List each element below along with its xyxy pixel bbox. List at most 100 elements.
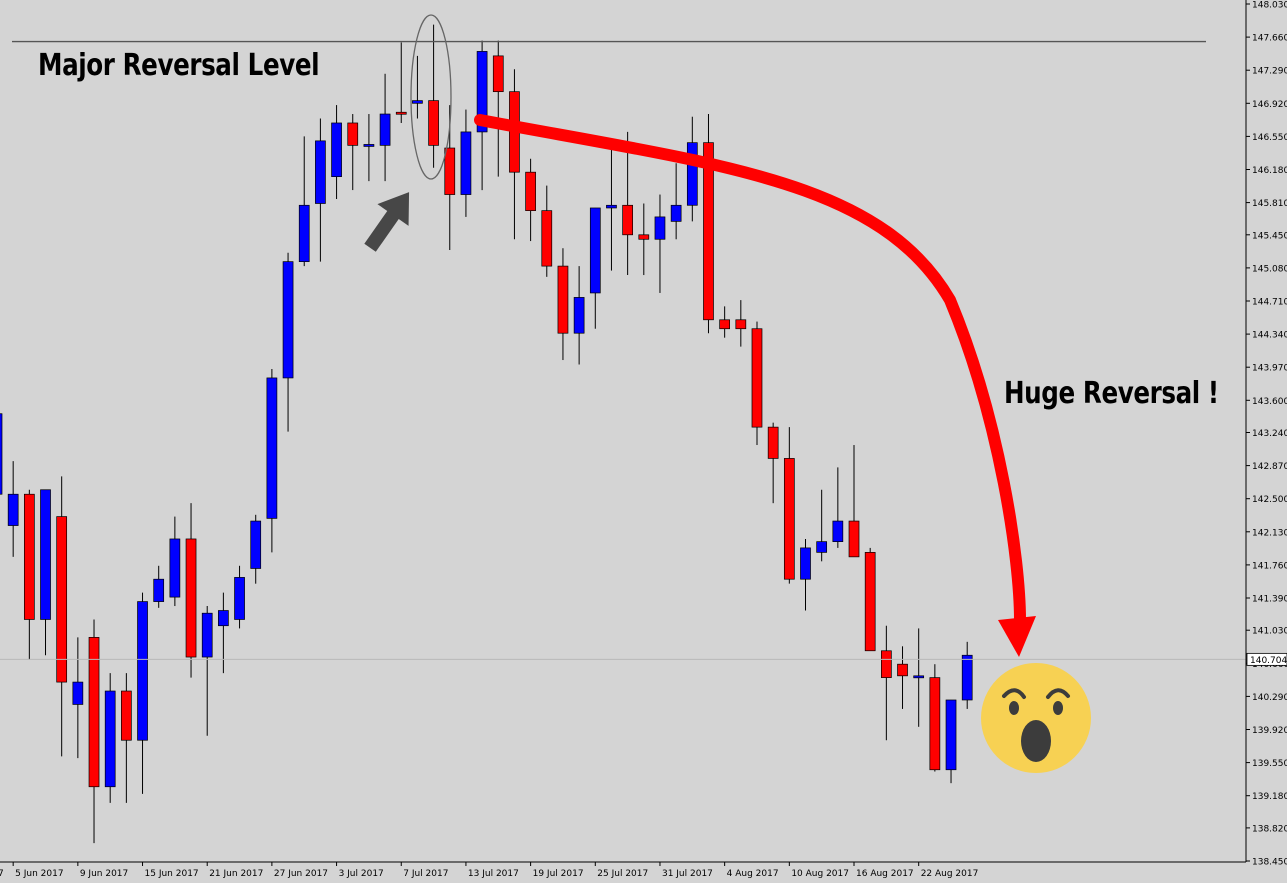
y-tick-label: 140.290: [1252, 693, 1287, 703]
candle-body: [201, 612, 213, 658]
pointer-arrow-icon: [364, 192, 410, 252]
candle: [234, 565, 245, 629]
x-tick-label: 3 Jul 2017: [339, 869, 384, 879]
major-reversal-label: Major Reversal Level: [38, 48, 320, 83]
candle-body: [169, 538, 181, 598]
candle: [848, 445, 860, 558]
candle: [428, 24, 439, 168]
emoji-right-eyebrow: [1046, 688, 1070, 699]
candle-body: [347, 122, 359, 146]
candle: [201, 606, 213, 736]
candle: [185, 503, 197, 678]
pointer-arrow-shape: [364, 192, 410, 252]
candle: [945, 699, 957, 784]
candle-body: [880, 650, 892, 678]
y-tick-label: 139.180: [1252, 792, 1287, 802]
candle-body: [589, 207, 601, 294]
candle: [395, 42, 407, 123]
candle-body: [104, 690, 116, 788]
candle-body: [751, 328, 763, 428]
candle-body: [864, 552, 876, 652]
candle-body: [719, 319, 731, 330]
candle: [638, 203, 650, 276]
candle: [832, 467, 844, 548]
y-tick-label: 143.240: [1252, 429, 1287, 439]
x-tick-label: 21 Jun 2017: [209, 869, 263, 879]
candle-body: [929, 677, 941, 771]
y-tick-label: 146.180: [1252, 166, 1287, 176]
y-tick-label: 139.920: [1252, 726, 1287, 736]
candle-body: [121, 690, 132, 741]
y-tick-label: 142.130: [1252, 528, 1287, 538]
candle-body: [395, 111, 407, 115]
candle-body: [444, 147, 456, 195]
candle: [557, 248, 569, 361]
candle: [137, 592, 148, 794]
candle: [7, 461, 19, 557]
candle: [913, 628, 925, 727]
candle-body: [476, 51, 488, 133]
candle: [897, 646, 908, 709]
y-tick-label: 141.030: [1252, 627, 1287, 637]
candle: [347, 114, 359, 191]
candle: [686, 116, 698, 222]
x-tick-label: 10 Aug 2017: [791, 869, 849, 879]
candle: [363, 114, 375, 182]
surprised-face-icon: [981, 663, 1091, 773]
candle-body: [7, 493, 19, 526]
candle-body: [428, 100, 439, 146]
candle-body: [557, 265, 569, 334]
candle-body: [0, 413, 3, 495]
candle: [880, 625, 892, 741]
overlay-layer: [12, 14, 1206, 773]
candle: [589, 207, 601, 329]
candle: [88, 619, 100, 844]
candle-body: [282, 261, 294, 379]
candle: [751, 321, 763, 446]
red-curved-arrow: [474, 114, 1026, 626]
candle: [121, 673, 132, 803]
candle-body: [250, 520, 262, 569]
y-tick-label: 147.660: [1252, 34, 1287, 44]
x-tick-label: 7 Jul 2017: [403, 869, 448, 879]
candle: [735, 300, 747, 347]
candle: [218, 592, 229, 674]
candle-body: [72, 681, 84, 705]
candle-body: [185, 538, 197, 658]
candle: [509, 69, 520, 240]
candle: [298, 136, 310, 267]
candle: [104, 673, 116, 803]
candle: [0, 413, 3, 495]
y-tick-label: 148.030: [1252, 1, 1287, 11]
y-tick-label: 146.920: [1252, 100, 1287, 110]
candle: [169, 516, 181, 607]
emoji-right-eye: [1053, 701, 1063, 715]
candle-body: [638, 234, 650, 240]
candle: [864, 547, 876, 652]
candle-body: [832, 520, 844, 542]
x-tick-label: 15 Jun 2017: [145, 869, 199, 879]
candle-body: [234, 577, 245, 620]
x-tick-label: 19 Jul 2017: [533, 869, 584, 879]
red-arrow-head: [998, 616, 1036, 657]
candle: [266, 368, 278, 553]
candle: [783, 427, 795, 584]
y-tick-label: 141.390: [1252, 594, 1287, 604]
candle-body: [23, 493, 35, 620]
y-tick-label: 143.600: [1252, 397, 1287, 407]
candle: [40, 489, 51, 656]
candle-body: [153, 578, 165, 602]
y-tick-label: 142.500: [1252, 495, 1287, 505]
candle: [606, 145, 617, 271]
candle: [622, 131, 633, 276]
y-tick-label: 147.290: [1252, 67, 1287, 77]
y-tick-label: 145.080: [1252, 264, 1287, 274]
y-tick-label: 144.710: [1252, 297, 1287, 307]
candle: [816, 489, 828, 562]
candle-body: [767, 426, 779, 459]
highlight-ellipse: [410, 14, 452, 180]
y-tick-label: 143.970: [1252, 364, 1287, 374]
candle: [800, 538, 811, 611]
candle-body: [848, 520, 860, 558]
candle: [654, 194, 666, 293]
